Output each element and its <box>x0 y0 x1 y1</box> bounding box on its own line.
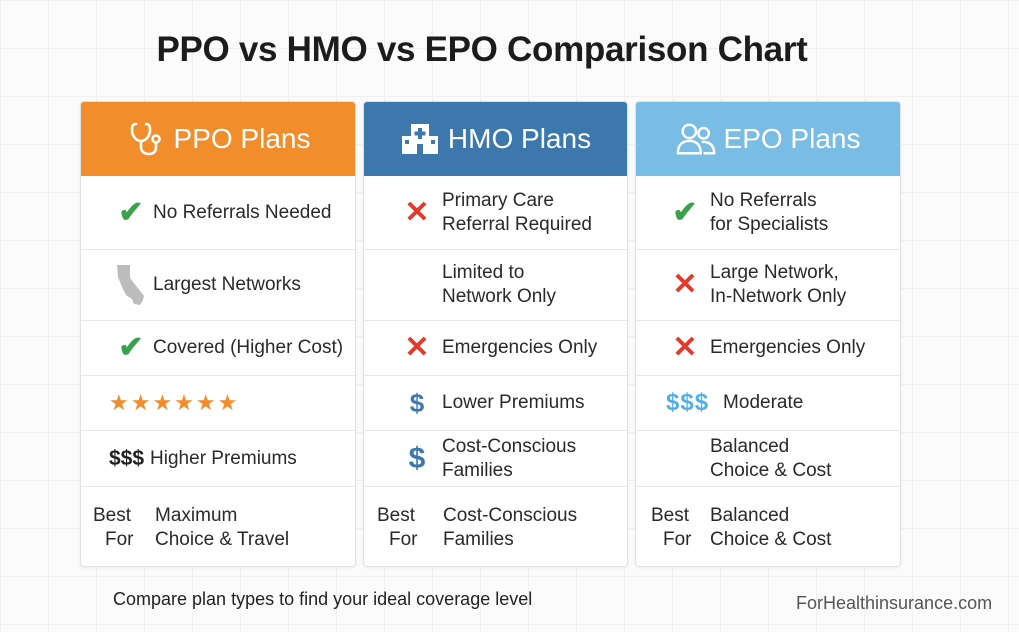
epo-audience-text: Balanced Choice & Cost <box>710 435 831 483</box>
ppo-premium-row: $$$ Higher Premiums <box>81 431 355 487</box>
state-map-icon <box>109 263 153 307</box>
epo-best-for-text: Balanced Choice & Cost <box>710 504 831 552</box>
hmo-network-row: Limited to Network Only <box>364 250 627 321</box>
line: Cost-Conscious <box>443 504 578 526</box>
ppo-best-for-row: Best For Maximum Choice & Travel <box>81 487 355 566</box>
line: Primary Care <box>442 189 554 211</box>
stethoscope-icon <box>126 119 166 159</box>
line: Large Network, <box>710 262 839 283</box>
ppo-best-for-text: Maximum Choice & Travel <box>155 504 289 552</box>
epo-referral-row: ✔ No Referrals for Specialists <box>636 176 900 250</box>
dollar-icon: $ <box>408 441 426 475</box>
hmo-header: HMO Plans <box>364 102 627 176</box>
dollar-icon: $$$ <box>109 446 145 470</box>
epo-referral-text: No Referrals for Specialists <box>710 189 828 237</box>
line: Maximum <box>155 504 238 526</box>
people-icon <box>676 119 716 159</box>
epo-network-text: Large Network, In-Network Only <box>710 261 846 309</box>
line: Families <box>443 528 514 550</box>
for-word: For <box>389 528 418 550</box>
cross-icon: ✕ <box>404 331 430 364</box>
line: Balanced <box>710 435 790 457</box>
line: In-Network Only <box>710 286 847 307</box>
check-icon: ✔ <box>672 195 698 229</box>
hmo-emergency-row: ✕ Emergencies Only <box>364 321 627 376</box>
brand-watermark: ForHealthinsurance.com <box>796 593 993 613</box>
line: Referral Required <box>442 213 592 235</box>
footer-caption: Compare plan types to find your ideal co… <box>113 589 533 609</box>
hmo-premium-text: Lower Premiums <box>442 392 585 413</box>
epo-emergency-text: Emergencies Only <box>710 337 866 358</box>
line: No Referrals <box>710 189 817 211</box>
for-word: For <box>663 528 692 550</box>
ppo-emergency-text: Covered (Higher Cost) <box>153 337 344 358</box>
cross-icon: ✕ <box>404 195 430 229</box>
best-word: Best <box>651 504 690 526</box>
line: Balanced <box>710 504 790 526</box>
line: for Specialists <box>710 213 829 235</box>
hmo-audience-text: Cost-Conscious Families <box>442 435 576 483</box>
best-for-label: Best For <box>377 504 425 552</box>
hmo-audience-row: $ Cost-Conscious Families <box>364 431 627 487</box>
epo-column: EPO Plans ✔ No Referrals for Specialists … <box>635 101 901 567</box>
hmo-header-label: HMO Plans <box>447 123 592 154</box>
epo-premium-row: $$$ Moderate <box>636 376 900 431</box>
ppo-referral-text: No Referrals Needed <box>153 201 332 223</box>
hmo-network-text: Limited to Network Only <box>442 261 556 309</box>
best-for-label: Best For <box>93 504 141 552</box>
epo-header: EPO Plans <box>636 102 900 176</box>
hospital-icon <box>400 119 440 159</box>
best-for-label: Best For <box>651 504 699 552</box>
ppo-network-text: Largest Networks <box>153 274 301 295</box>
epo-network-row: ✕ Large Network, In-Network Only <box>636 250 900 321</box>
hmo-premium-row: $ Lower Premiums <box>364 376 627 431</box>
line: Choice & Cost <box>710 528 832 550</box>
hmo-emergency-text: Emergencies Only <box>442 337 598 358</box>
line: Choice & Travel <box>155 528 290 550</box>
hmo-referral-row: ✕ Primary Care Referral Required <box>364 176 627 250</box>
line: Families <box>442 459 513 481</box>
epo-premium-text: Moderate <box>723 392 804 413</box>
best-word: Best <box>377 504 416 526</box>
line: Network Only <box>442 286 557 307</box>
cross-icon: ✕ <box>672 331 698 364</box>
hmo-referral-text: Primary Care Referral Required <box>442 189 592 237</box>
line: Cost-Conscious <box>442 435 577 457</box>
ppo-rating-row: ★★★★★★ <box>81 376 355 431</box>
epo-audience-row: Balanced Choice & Cost <box>636 431 900 487</box>
epo-best-for-row: Best For Balanced Choice & Cost <box>636 487 900 566</box>
ppo-column: PPO Plans ✔ No Referrals Needed Largest … <box>80 101 356 567</box>
dollar-icon: $ <box>409 388 425 418</box>
ppo-header-label: PPO Plans <box>173 123 311 154</box>
ppo-header: PPO Plans <box>81 102 355 176</box>
ppo-emergency-row: ✔ Covered (Higher Cost) <box>81 321 355 376</box>
line: Limited to <box>442 262 525 283</box>
hmo-best-for-text: Cost-Conscious Families <box>443 504 577 552</box>
check-icon: ✔ <box>118 331 144 364</box>
dollar-icon: $$$ <box>666 389 710 416</box>
epo-emergency-row: ✕ Emergencies Only <box>636 321 900 376</box>
line: Choice & Cost <box>710 459 832 481</box>
best-word: Best <box>93 504 132 526</box>
hmo-column: HMO Plans ✕ Primary Care Referral Require… <box>363 101 628 567</box>
for-word: For <box>105 528 134 550</box>
cross-icon: ✕ <box>672 268 698 301</box>
page-title: PPO vs HMO vs EPO Comparison Chart <box>156 30 808 69</box>
ppo-network-row: Largest Networks <box>81 250 355 321</box>
ppo-premium-text: Higher Premiums <box>150 447 297 469</box>
check-icon: ✔ <box>118 195 144 229</box>
epo-header-label: EPO Plans <box>723 123 861 154</box>
ppo-referral-row: ✔ No Referrals Needed <box>81 176 355 250</box>
stars-icon: ★★★★★★ <box>109 390 240 415</box>
hmo-best-for-row: Best For Cost-Conscious Families <box>364 487 627 566</box>
